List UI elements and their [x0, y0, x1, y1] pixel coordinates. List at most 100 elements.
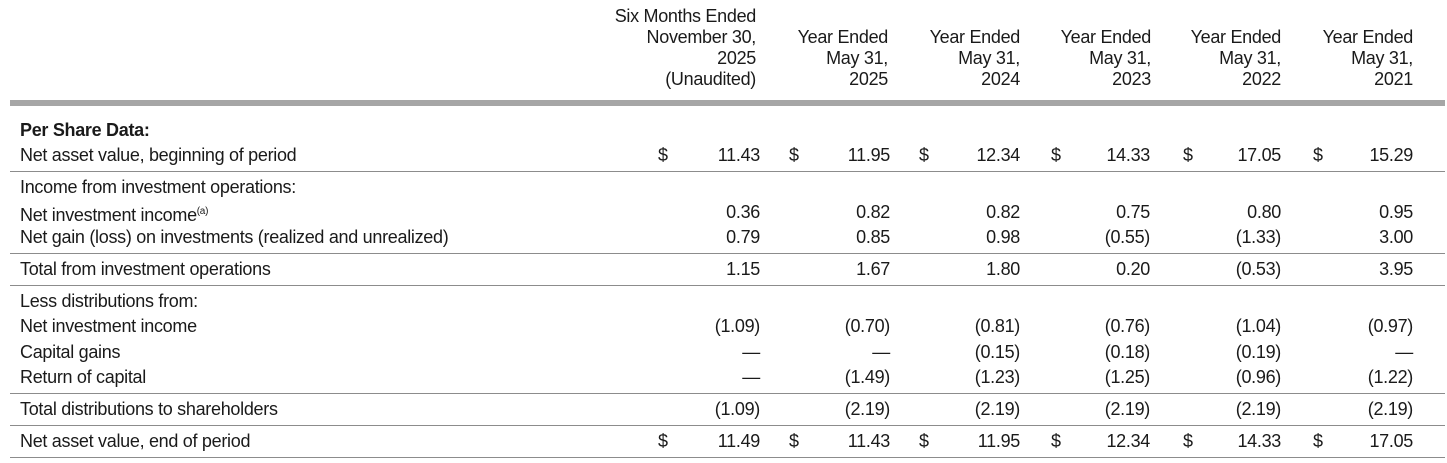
currency-symbol: $: [658, 145, 668, 165]
value-cell: (0.96): [1235, 367, 1282, 387]
row-label: Return of capital: [20, 367, 146, 387]
value-cell: (1.09): [714, 399, 761, 419]
column-header-line: (Unaudited): [665, 69, 756, 89]
row-label: Net asset value, beginning of period: [20, 145, 297, 165]
value-cell: (0.55): [1104, 227, 1151, 247]
column-header-line: Year Ended: [929, 27, 1021, 47]
value-cell: 12.34: [1106, 431, 1150, 451]
value-cell: (1.49): [844, 367, 891, 387]
value-cell: (0.19): [1235, 342, 1282, 362]
column-header-line: May 31,: [1219, 48, 1281, 68]
row-label: Income from investment operations:: [20, 177, 296, 197]
row-divider: [10, 171, 1445, 172]
value-cell: (0.70): [844, 316, 891, 336]
column-header-5: Year Ended May 31, 2021: [1280, 27, 1414, 90]
footnote-marker: (a): [196, 206, 209, 217]
column-header-line: May 31,: [1351, 48, 1413, 68]
value-cell: 0.85: [856, 227, 890, 247]
value-cell: 12.34: [976, 145, 1020, 165]
value-cell: 11.43: [717, 145, 761, 165]
value-cell: 14.33: [1237, 431, 1281, 451]
value-cell: (1.25): [1104, 367, 1151, 387]
column-header-0: Six Months Ended November 30, 2025 (Unau…: [560, 6, 757, 90]
row-divider: [10, 425, 1445, 426]
column-header-line: 2025: [849, 69, 888, 89]
table-row: Net investment income(a) 0.36 0.82 0.82 0.7…: [0, 199, 1447, 225]
currency-symbol: $: [789, 431, 799, 451]
currency-symbol: $: [1183, 431, 1193, 451]
value-cell: (0.97): [1367, 316, 1414, 336]
value-cell: —: [872, 342, 890, 362]
table-row: Total distributions to shareholders (1.0…: [0, 396, 1447, 422]
currency-symbol: $: [919, 431, 929, 451]
value-cell: 0.82: [986, 202, 1020, 222]
value-cell: (1.22): [1367, 367, 1414, 387]
value-cell: 3.95: [1379, 259, 1413, 279]
column-header-line: 2025: [717, 48, 756, 68]
column-header-line: 2024: [981, 69, 1020, 89]
value-cell: (2.19): [844, 399, 891, 419]
value-cell: 0.20: [1116, 259, 1150, 279]
column-header-line: 2022: [1242, 69, 1281, 89]
value-cell: 14.33: [1106, 145, 1150, 165]
value-cell: (1.04): [1235, 316, 1282, 336]
currency-symbol: $: [658, 431, 668, 451]
column-header-line: May 31,: [1089, 48, 1151, 68]
column-header-line: November 30,: [646, 27, 757, 47]
value-cell: —: [742, 342, 760, 362]
value-cell: 11.95: [847, 145, 891, 165]
table-bottom-rule: [10, 457, 1445, 458]
row-label-text: Net investment income: [20, 205, 197, 225]
value-cell: 1.80: [986, 259, 1020, 279]
value-cell: 3.00: [1379, 227, 1413, 247]
value-cell: 1.67: [856, 259, 890, 279]
value-cell: —: [1395, 342, 1413, 362]
value-cell: 0.82: [856, 202, 890, 222]
currency-symbol: $: [919, 145, 929, 165]
row-label: Total from investment operations: [20, 259, 271, 279]
currency-symbol: $: [789, 145, 799, 165]
value-cell: (2.19): [1367, 399, 1414, 419]
value-cell: 15.29: [1369, 145, 1413, 165]
row-divider: [10, 285, 1445, 286]
value-cell: (2.19): [974, 399, 1021, 419]
section-title-row: Per Share Data:: [0, 117, 1447, 143]
value-cell: 1.15: [726, 259, 760, 279]
value-cell: 17.05: [1237, 145, 1281, 165]
currency-symbol: $: [1313, 431, 1323, 451]
table-row: Net asset value, end of period $11.49 $11…: [0, 428, 1447, 454]
row-divider: [10, 393, 1445, 394]
currency-symbol: $: [1313, 145, 1323, 165]
currency-symbol: $: [1051, 431, 1061, 451]
value-cell: (0.15): [974, 342, 1021, 362]
column-header-line: May 31,: [958, 48, 1020, 68]
column-header-3: Year Ended May 31, 2023: [1020, 27, 1152, 90]
value-cell: (0.76): [1104, 316, 1151, 336]
table-row: Net investment income (1.09) (0.70) (0.81)…: [0, 313, 1447, 339]
column-header-line: 2023: [1112, 69, 1151, 89]
row-divider: [10, 253, 1445, 254]
column-header-line: Six Months Ended: [614, 6, 757, 26]
column-header-line: Year Ended: [797, 27, 889, 47]
value-cell: 0.98: [986, 227, 1020, 247]
currency-symbol: $: [1183, 145, 1193, 165]
row-label: Total distributions to shareholders: [20, 399, 278, 419]
value-cell: (2.19): [1104, 399, 1151, 419]
table-row: Capital gains — — (0.15) (0.18) (0.19) —: [0, 339, 1447, 365]
value-cell: (2.19): [1235, 399, 1282, 419]
value-cell: (0.81): [974, 316, 1021, 336]
column-header-1: Year Ended May 31, 2025: [760, 27, 889, 90]
value-cell: —: [742, 367, 760, 387]
value-cell: 0.36: [726, 202, 760, 222]
value-cell: 17.05: [1369, 431, 1413, 451]
value-cell: (0.18): [1104, 342, 1151, 362]
row-label: Net gain (loss) on investments (realized…: [20, 227, 449, 247]
row-label: Capital gains: [20, 342, 121, 362]
value-cell: (0.53): [1235, 259, 1282, 279]
value-cell: 11.43: [847, 431, 891, 451]
section-subheader-row: Less distributions from:: [0, 288, 1447, 314]
value-cell: 11.95: [977, 431, 1021, 451]
value-cell: (1.23): [974, 367, 1021, 387]
value-cell: (1.33): [1235, 227, 1282, 247]
value-cell: 0.79: [726, 227, 760, 247]
